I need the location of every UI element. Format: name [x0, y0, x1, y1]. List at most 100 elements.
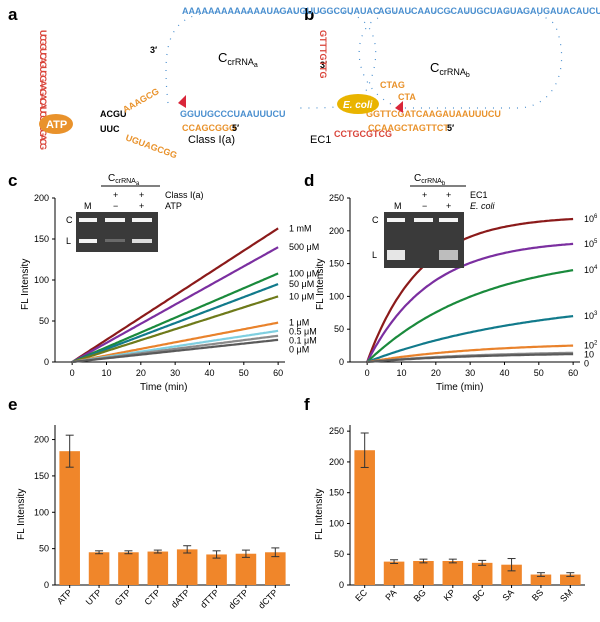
series-label: 50 μM [289, 279, 314, 289]
y-label-e: FL Intensity [16, 489, 27, 540]
category-label: SM [558, 587, 575, 604]
series-line [71, 227, 279, 363]
gel-lane-m-d: M [394, 201, 402, 211]
gel-row1-c1: + [113, 190, 118, 200]
series-label: 106 [584, 214, 598, 224]
bar [530, 574, 552, 585]
five-prime-a: 5′ [232, 123, 239, 133]
bar [88, 552, 110, 585]
x-tick-label: 50 [239, 368, 249, 378]
y-tick-label: 100 [34, 275, 49, 285]
panel-label-c: c [8, 171, 17, 190]
gel-lane-m-c: M [84, 201, 92, 211]
y-tick-label: 0 [44, 580, 49, 590]
series-line [71, 246, 279, 363]
x-tick-label: 60 [568, 368, 578, 378]
bar [383, 561, 405, 585]
gel-row2-label-c: ATP [165, 201, 182, 211]
gel-row2-d1: − [422, 201, 427, 211]
category-label: ATP [55, 587, 74, 606]
category-label: dGTP [227, 587, 251, 611]
panel-label-e: e [8, 395, 17, 414]
x-tick-label: 40 [204, 368, 214, 378]
x-tick-label: 30 [170, 368, 180, 378]
mid-sequence-b2: CTA [398, 92, 416, 102]
loop-backbone-b [358, 11, 563, 109]
left-sequence-a2: UUC [100, 124, 120, 134]
gel-row1-d2: + [446, 190, 451, 200]
ec-loop-sequence: CCTGCGTCG [334, 129, 392, 139]
bar [560, 574, 581, 585]
x-label-d: Time (min) [436, 382, 483, 393]
gel-band-c-label-d: C [372, 215, 379, 225]
cleavage-arrow-a [178, 95, 186, 108]
y-tick-label: 100 [34, 507, 49, 517]
mid-sequence-b: CTAG [380, 80, 405, 90]
gel-band-l-label-d: L [372, 250, 377, 260]
lower-sequence-b: GGTTCGATCAAGAUAAUUUCU [366, 109, 501, 119]
gel-row1-d1: + [422, 190, 427, 200]
panel-label-f: f [304, 395, 310, 414]
x-tick-label: 40 [499, 368, 509, 378]
y-tick-label: 100 [329, 518, 344, 528]
y-tick-label: 50 [39, 544, 49, 554]
x-tick-label: 30 [465, 368, 475, 378]
series-label: 1 mM [289, 223, 312, 233]
atp-target-ellipse [39, 114, 73, 134]
series-label: 0.5 μM [289, 327, 317, 337]
three-prime-a: 3′ [150, 45, 157, 55]
y-label-d: FL Intensity [315, 259, 326, 310]
bar [206, 554, 227, 585]
cleavage-arrow-b [395, 101, 403, 113]
diagram-a-ccrrnaa-structure: AAAAAAAAAAAAAUAGAUGUUGGCGUAUAC CcrRNAa 3… [38, 6, 380, 160]
x-tick-label: 0 [365, 368, 370, 378]
y-tick-label: 0 [44, 357, 49, 367]
category-label: BC [471, 587, 487, 603]
series-line [366, 315, 574, 364]
category-label: dTTP [198, 587, 221, 610]
category-label: GTP [113, 587, 133, 607]
bar [176, 549, 198, 585]
aptamer-sequence-a: UCGGUCAGUGGAAGACAUCGUGGACG [38, 30, 48, 150]
loop-backbone-a [165, 11, 377, 109]
bar [118, 552, 139, 585]
bottom-sequence-b: CCAAGCTAGTTCT [368, 123, 449, 133]
gel-row2-c1: − [113, 201, 118, 211]
class-label-a: Class I(a) [188, 134, 235, 146]
y-tick-label: 200 [34, 193, 49, 203]
loop-sequence-b: AGUAUCAAUCGCAUUGCUAGUAGAUGAUACAUCU [378, 6, 600, 16]
ec1-label: EC1 [310, 134, 331, 146]
gel-inset-c: CcrRNAa + + Class I(a) − + ATP M C L [66, 173, 204, 252]
category-label: UTP [84, 587, 104, 607]
category-label: dATP [169, 587, 192, 610]
panel-label-b: b [304, 5, 314, 24]
chart-c-line: 0 10 20 30 40 50 60 0 50 100 150 200 1 mM 500 μM 100 … [20, 173, 319, 393]
series-label: 0 μM [289, 345, 309, 355]
left-sequence-b: GTTTGTTG [318, 30, 328, 79]
series-line [366, 269, 574, 363]
five-prime-b: 5′ [447, 123, 454, 133]
y-tick-label: 150 [34, 234, 49, 244]
category-label: PA [383, 587, 398, 602]
bar [265, 552, 286, 585]
panel-label-a: a [8, 5, 18, 24]
gel-header-c: CcrRNAa [108, 173, 140, 187]
bar [413, 561, 434, 585]
x-tick-label: 50 [534, 368, 544, 378]
y-label-c: FL Intensity [20, 259, 31, 310]
y-tick-label: 50 [334, 324, 344, 334]
category-label: KP [442, 587, 458, 603]
x-tick-label: 0 [70, 368, 75, 378]
series-label: 10 μM [289, 291, 314, 301]
series-label: 100 μM [289, 268, 319, 278]
x-label-c: Time (min) [140, 382, 187, 393]
diagram-b-ccrrnab-structure: AGUAUCAAUCGCAUUGCUAGUAGAUGAUACAUCU CcrRN… [310, 6, 600, 146]
series-label: 104 [584, 265, 598, 275]
chart-f-bar: 0 50 100 150 200 250 EC PA BG KP BC SA BS SM FL Inte… [314, 425, 585, 604]
y-label-f: FL Intensity [314, 489, 325, 540]
series-label: 0.1 μM [289, 336, 317, 346]
x-tick-label: 10 [101, 368, 111, 378]
y-tick-label: 150 [329, 488, 344, 498]
y-tick-label: 200 [329, 457, 344, 467]
